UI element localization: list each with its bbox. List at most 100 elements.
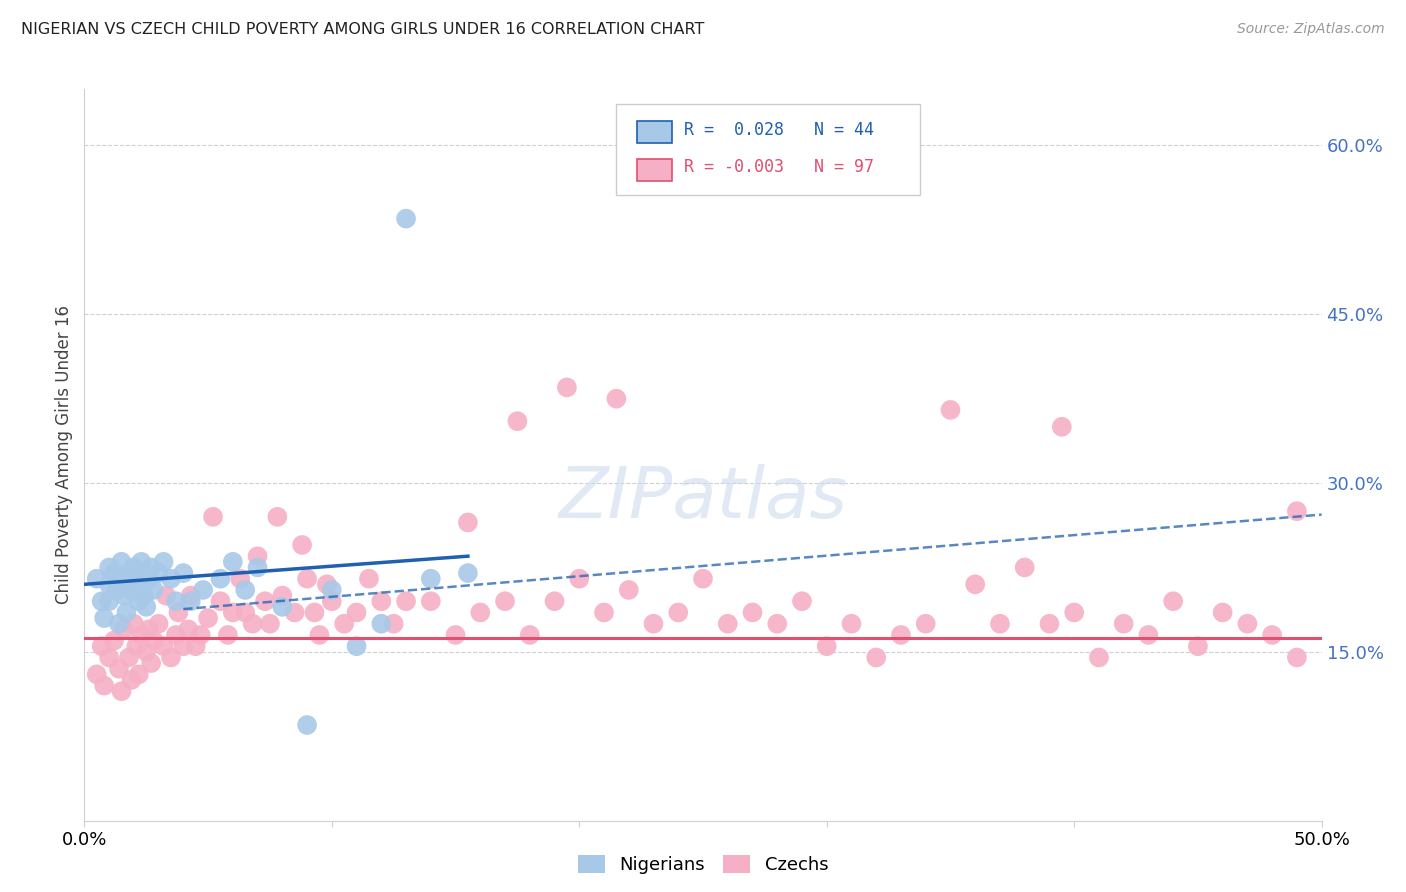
Point: [108, 616, 131, 631]
Point: [321, 594, 343, 608]
Point: [184, 639, 207, 653]
Point: [419, 594, 441, 608]
Point: [217, 628, 239, 642]
Point: [180, 589, 202, 603]
Point: [988, 616, 1011, 631]
Point: [129, 555, 152, 569]
Point: [790, 594, 813, 608]
Point: [271, 589, 294, 603]
Point: [129, 628, 152, 642]
Point: [593, 606, 616, 620]
Point: [1285, 504, 1308, 518]
Point: [112, 589, 135, 603]
Point: [138, 623, 160, 637]
Point: [321, 582, 343, 597]
Point: [98, 594, 121, 608]
Point: [295, 718, 318, 732]
Point: [1038, 616, 1060, 631]
Point: [135, 599, 157, 614]
Point: [105, 582, 128, 597]
Point: [914, 616, 936, 631]
Point: [841, 616, 863, 631]
Point: [494, 594, 516, 608]
Point: [233, 582, 256, 597]
Point: [118, 566, 141, 580]
Point: [233, 606, 256, 620]
Point: [1161, 594, 1184, 608]
Point: [1261, 628, 1284, 642]
Point: [242, 616, 264, 631]
Point: [125, 577, 148, 591]
Point: [291, 538, 314, 552]
Point: [253, 594, 276, 608]
Point: [128, 667, 150, 681]
Point: [172, 639, 194, 653]
Point: [315, 577, 337, 591]
Point: [120, 582, 142, 597]
Point: [295, 572, 318, 586]
Point: [555, 380, 578, 394]
Point: [115, 606, 138, 620]
Point: [1112, 616, 1135, 631]
Point: [259, 616, 281, 631]
Point: [1088, 650, 1111, 665]
Point: [395, 594, 418, 608]
Point: [965, 577, 987, 591]
Point: [346, 639, 368, 653]
Point: [1187, 639, 1209, 653]
Point: [1236, 616, 1258, 631]
Point: [357, 572, 380, 586]
Point: [135, 645, 157, 659]
Point: [271, 599, 294, 614]
Point: [93, 679, 115, 693]
Point: [190, 628, 212, 642]
Point: [141, 560, 163, 574]
Text: R =  0.028   N = 44: R = 0.028 N = 44: [685, 121, 875, 139]
Point: [155, 589, 177, 603]
Point: [284, 606, 307, 620]
Point: [222, 555, 245, 569]
Point: [103, 566, 125, 580]
Point: [152, 639, 174, 653]
Point: [128, 572, 150, 586]
Point: [346, 606, 368, 620]
Point: [167, 606, 190, 620]
Point: [90, 639, 112, 653]
Point: [142, 633, 165, 648]
Point: [165, 628, 187, 642]
Point: [165, 594, 187, 608]
Point: [395, 211, 418, 226]
Point: [122, 560, 145, 574]
Bar: [637, 120, 672, 143]
Point: [98, 560, 121, 574]
Point: [470, 606, 492, 620]
Point: [1285, 650, 1308, 665]
Point: [246, 560, 269, 574]
Point: [103, 633, 125, 648]
Point: [98, 650, 121, 665]
Point: [370, 616, 392, 631]
Point: [98, 577, 121, 591]
Point: [138, 572, 160, 586]
Point: [90, 594, 112, 608]
Point: [766, 616, 789, 631]
Point: [304, 606, 326, 620]
Point: [692, 572, 714, 586]
Point: [110, 684, 132, 698]
Point: [112, 623, 135, 637]
Point: [93, 611, 115, 625]
Point: [191, 582, 214, 597]
Point: [308, 628, 330, 642]
Point: [506, 414, 529, 428]
Point: [125, 639, 148, 653]
Text: NIGERIAN VS CZECH CHILD POVERTY AMONG GIRLS UNDER 16 CORRELATION CHART: NIGERIAN VS CZECH CHILD POVERTY AMONG GI…: [21, 22, 704, 37]
Point: [86, 572, 108, 586]
Point: [370, 594, 392, 608]
Text: Source: ZipAtlas.com: Source: ZipAtlas.com: [1237, 22, 1385, 37]
Point: [643, 616, 665, 631]
Point: [666, 606, 689, 620]
Point: [543, 594, 565, 608]
Text: ZIPatlas: ZIPatlas: [558, 465, 848, 533]
Point: [741, 606, 763, 620]
Point: [108, 662, 131, 676]
